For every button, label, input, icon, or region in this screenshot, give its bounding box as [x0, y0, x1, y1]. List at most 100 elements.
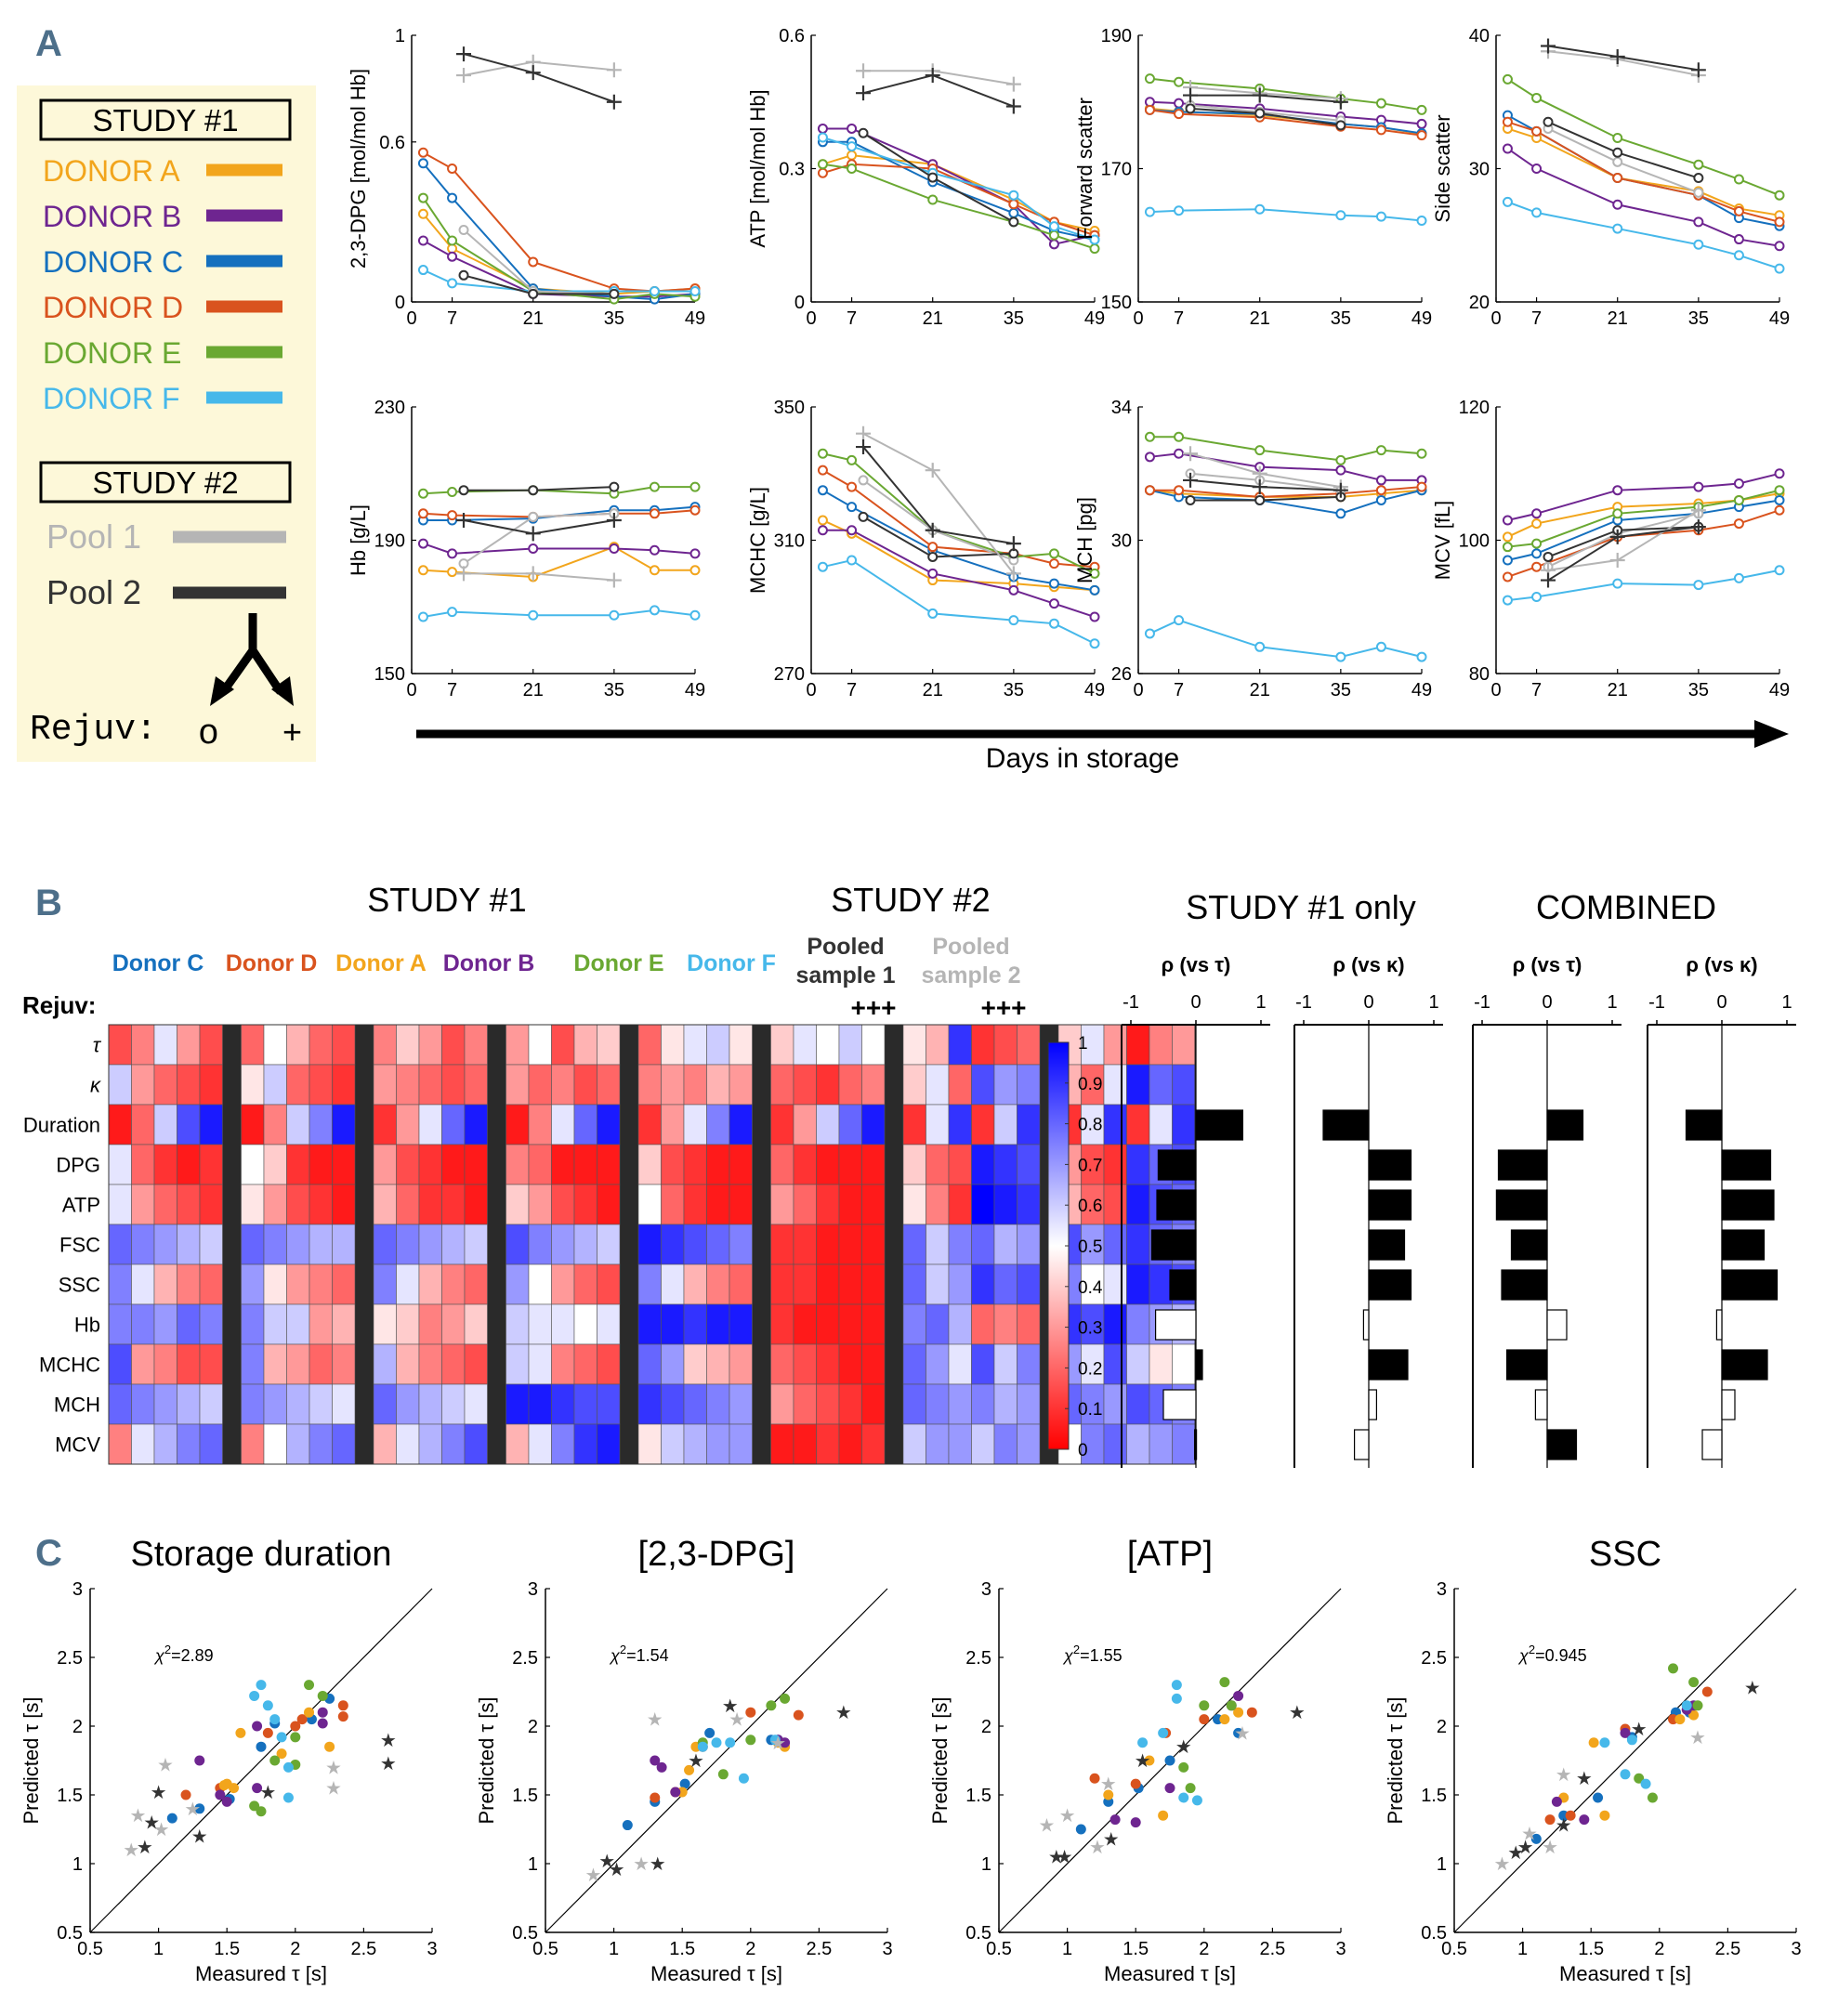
- donor-point-marker: [1701, 1686, 1713, 1697]
- data-point: [1416, 118, 1427, 129]
- heatmap-cell: [464, 1224, 488, 1265]
- data-point: [417, 611, 428, 622]
- correlation-bar: [1368, 1349, 1409, 1381]
- donor-point-marker: [221, 1796, 232, 1807]
- donor-point-marker: [1544, 1814, 1556, 1826]
- heatmap-cell: [153, 1064, 177, 1106]
- data-point: [1502, 196, 1513, 207]
- y-tick-label: 350: [774, 398, 805, 418]
- data-point-plus: [606, 572, 622, 588]
- x-tick-label: 7: [447, 680, 457, 700]
- correlation-bar: [1721, 1389, 1736, 1420]
- data-point-plus: [456, 46, 472, 62]
- heatmap-cell: [286, 1064, 310, 1106]
- heatmap-cell: [683, 1104, 707, 1145]
- data-point-plus: [1609, 48, 1625, 64]
- heatmap-cell: [131, 1303, 155, 1345]
- scatter-plot: [2,3-DPG] 0.50.5 1 1 1.5 1.5 2 2 2.5 2.5 3 3 Measure…: [475, 1535, 893, 1985]
- data-point: [1144, 104, 1155, 115]
- panel-label-a: A: [35, 23, 62, 64]
- heatmap-cell: [286, 1184, 310, 1225]
- data-point: [1089, 568, 1100, 579]
- y-axis-title: 2,3-DPG [mol/mol Hb]: [347, 69, 370, 268]
- heatmap-cell: [418, 1303, 442, 1345]
- data-point: [927, 568, 939, 579]
- heatmap-cell: [1103, 1263, 1127, 1305]
- correlation-bar: [1368, 1229, 1406, 1261]
- donor-point-marker: [317, 1690, 328, 1701]
- donor-point-marker: [1233, 1690, 1244, 1701]
- y-tick-label: 2.5: [1421, 1648, 1447, 1669]
- chi2-symbol: χ: [153, 1646, 165, 1665]
- heatmap-cell: [1081, 1104, 1105, 1145]
- heatmap-cell: [683, 1343, 707, 1385]
- data-point: [1774, 263, 1785, 274]
- heatmap-cell: [1149, 1343, 1173, 1385]
- heatmap-cell: [948, 1024, 972, 1066]
- data-point: [1733, 518, 1744, 530]
- heatmap-cell: [793, 1263, 817, 1305]
- heatmap-cell: [418, 1144, 442, 1185]
- data-point: [847, 454, 858, 465]
- heatmap-donor-label: Donor F: [687, 950, 776, 976]
- correlation-bar: [1715, 1309, 1723, 1341]
- heatmap-cell: [199, 1104, 223, 1145]
- x-tick-label: 1: [153, 1939, 164, 1959]
- heatmap-cell: [1126, 1184, 1150, 1225]
- heatmap-cell: [661, 1184, 685, 1225]
- heatmap-cell: [528, 1144, 552, 1185]
- donor-point-marker: [1089, 1773, 1100, 1784]
- heatmap-cell: [528, 1383, 552, 1425]
- heatmap-cell: [241, 1184, 265, 1225]
- heatmap-cell: [1103, 1024, 1127, 1066]
- data-point: [447, 548, 458, 559]
- heatmap-cell: [241, 1263, 265, 1305]
- heatmap-cell: [373, 1144, 397, 1185]
- heatmap-cell: [131, 1224, 155, 1265]
- heatmap-cell: [902, 1144, 926, 1185]
- pool-star-marker: ★: [633, 1854, 650, 1875]
- heatmap-cell: [286, 1104, 310, 1145]
- chi2-equals: =: [1535, 1646, 1545, 1665]
- heatmap-cell: [816, 1423, 840, 1465]
- x-tick-label: 49: [685, 680, 705, 700]
- pool-star-marker: ★: [1507, 1843, 1524, 1864]
- x-tick-label: 2.5: [1714, 1939, 1740, 1959]
- heatmap-cell: [971, 1024, 995, 1066]
- correlation-tick-label: -1: [1648, 992, 1665, 1013]
- heatmap-cell: [505, 1064, 530, 1106]
- heatmap-cell: [373, 1303, 397, 1345]
- heatmap-cell: [464, 1263, 488, 1305]
- y-tick-label: 0.5: [1421, 1923, 1447, 1944]
- legend-donor-label: DONOR E: [43, 336, 181, 370]
- series-line: [862, 132, 1015, 223]
- heatmap-cell: [729, 1263, 753, 1305]
- correlation-bar: [1495, 1189, 1548, 1221]
- rejuv-no-label: o: [198, 714, 219, 754]
- heatmap-cell: [373, 1423, 397, 1465]
- heatmap-cell: [153, 1104, 177, 1145]
- donor-point-marker: [1688, 1709, 1700, 1721]
- donor-point-marker: [1144, 1755, 1155, 1766]
- heatmap-cell: [1103, 1184, 1127, 1225]
- heatmap-cell: [418, 1383, 442, 1425]
- chi2-value: 1.55: [1090, 1646, 1123, 1665]
- y-tick-label: 2: [72, 1717, 83, 1737]
- heatmap-cell: [993, 1224, 1018, 1265]
- heatmap-cell: [971, 1303, 995, 1345]
- heatmap-cell: [286, 1383, 310, 1425]
- heatmap-row-label: FSC: [59, 1234, 100, 1257]
- donor-point-marker: [276, 1748, 287, 1760]
- heatmap-cell: [505, 1024, 530, 1066]
- x-axis-title: Measured τ [s]: [650, 1962, 782, 1985]
- heatmap-cell: [131, 1343, 155, 1385]
- donor-point-marker: [249, 1690, 260, 1701]
- data-point: [927, 551, 939, 562]
- data-point: [1335, 465, 1346, 476]
- donor-point-marker: [656, 1761, 667, 1773]
- donor-point-marker: [256, 1806, 267, 1817]
- heatmap-cell: [637, 1144, 662, 1185]
- correlation-bar: [1156, 1189, 1197, 1221]
- heatmap-cell: [241, 1343, 265, 1385]
- x-tick-label: 0.5: [77, 1939, 103, 1959]
